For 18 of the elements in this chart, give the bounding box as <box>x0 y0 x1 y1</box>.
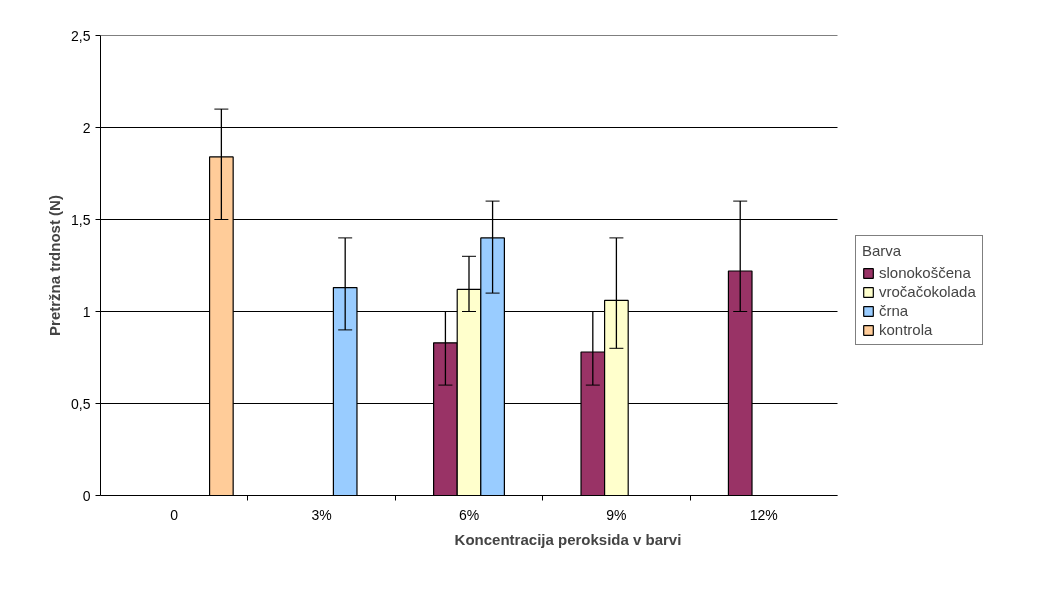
legend-title: Barva <box>862 242 903 259</box>
legend-label: slonokoščena <box>879 264 971 281</box>
y-tick-label: 2 <box>82 119 91 136</box>
y-tick-label: 0,5 <box>71 395 91 412</box>
x-axis-title: Koncentracija peroksida v barvi <box>454 530 682 548</box>
legend-label: vročačokolada <box>879 283 976 300</box>
x-tick-label: 0 <box>170 506 179 523</box>
legend-label: črna <box>879 302 909 319</box>
y-tick-label: 2,5 <box>71 27 91 44</box>
y-axis-title: Pretržna trdnost (N) <box>46 195 64 336</box>
y-tick-label: 0 <box>82 487 91 504</box>
legend-label: kontrola <box>879 321 933 338</box>
x-tick-label: 3% <box>311 506 332 523</box>
x-tick-label: 6% <box>458 506 480 523</box>
x-tick-label: 9% <box>606 506 627 523</box>
y-tick-label: 1 <box>82 303 91 320</box>
y-tick-label: 1,5 <box>71 211 91 228</box>
x-tick-label: 12% <box>749 506 778 523</box>
